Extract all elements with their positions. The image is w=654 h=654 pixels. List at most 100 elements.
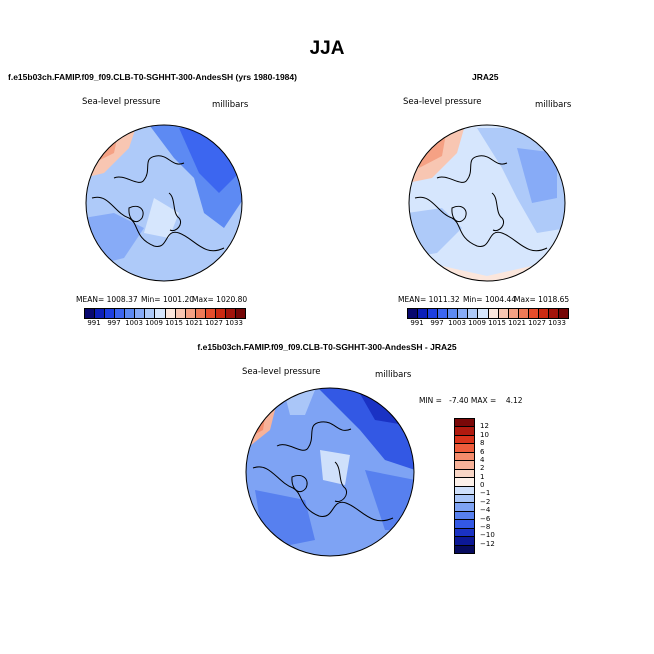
colorbar-swatch-6	[455, 469, 474, 479]
colorbar-swatch-11	[518, 309, 529, 318]
colorbar-tick-label: −2	[480, 497, 491, 506]
colorbar-tick-label: 997	[107, 319, 121, 327]
panel-2-colorbar	[407, 308, 569, 319]
colorbar-tick-label: 6	[480, 447, 485, 456]
colorbar-tick-label: 991	[410, 319, 424, 327]
panel-1-max: Max= 1020.80	[192, 295, 248, 304]
colorbar-swatch-10	[185, 309, 196, 318]
panel-1-colorbar	[84, 308, 246, 319]
colorbar-tick-label: −1	[480, 489, 491, 498]
panel-1-field-label: Sea-level pressure	[82, 97, 161, 107]
colorbar-swatch-7	[455, 478, 474, 487]
panel-1-mean: MEAN= 1008.37	[76, 295, 138, 304]
panel-1-min: Min= 1001.20	[141, 295, 194, 304]
colorbar-swatch-1	[95, 309, 106, 318]
map-1-neutral	[144, 198, 179, 238]
panel-2-field-label: Sea-level pressure	[403, 97, 482, 107]
panel-3-minmax: MIN = -7.40 MAX = 4.12	[419, 396, 523, 405]
colorbar-tick-label: 1021	[508, 319, 526, 327]
panel-2-title: JRA25	[472, 72, 499, 82]
colorbar-tick-label: 991	[87, 319, 101, 327]
panel-2-max: Max= 1018.65	[514, 295, 570, 304]
panel-1-map	[85, 124, 243, 282]
colorbar-swatch-4	[455, 452, 474, 462]
colorbar-swatch-6	[468, 309, 479, 318]
colorbar-swatch-0	[408, 309, 419, 318]
colorbar-tick-label: 1015	[165, 319, 183, 327]
colorbar-swatch-3	[438, 309, 449, 318]
panel-2-min: Min= 1004.44	[463, 295, 516, 304]
panel-1-units: millibars	[212, 100, 249, 110]
colorbar-tick-label: 1033	[225, 319, 243, 327]
panel-3-title: f.e15b03ch.FAMIP.f09_f09.CLB-T0-SGHHT-30…	[197, 342, 457, 352]
colorbar-tick-label: 4	[480, 455, 485, 464]
colorbar-swatch-3	[115, 309, 126, 318]
panel-2-mean: MEAN= 1011.32	[398, 295, 460, 304]
map-1-frame	[85, 124, 243, 282]
colorbar-swatch-11	[455, 511, 474, 521]
colorbar-swatch-7	[155, 309, 166, 318]
colorbar-swatch-5	[455, 461, 474, 470]
colorbar-swatch-8	[165, 309, 176, 318]
colorbar-tick-label: 2	[480, 464, 485, 473]
colorbar-tick-label: −10	[480, 531, 495, 540]
page-title: JJA	[309, 38, 345, 59]
colorbar-tick-label: 1033	[548, 319, 566, 327]
colorbar-swatch-9	[498, 309, 509, 318]
colorbar-swatch-14	[225, 309, 236, 318]
colorbar-swatch-5	[135, 309, 146, 318]
colorbar-swatch-9	[455, 494, 474, 504]
colorbar-tick-label: 1003	[448, 319, 466, 327]
colorbar-swatch-1	[455, 427, 474, 436]
panel-1-colorbar-ticks: 991 997 1003 1009 1015 1021 1027 1033	[84, 319, 244, 329]
colorbar-swatch-1	[418, 309, 429, 318]
colorbar-swatch-4	[125, 309, 136, 318]
colorbar-tick-label: −4	[480, 506, 491, 515]
colorbar-swatch-14	[548, 309, 559, 318]
colorbar-tick-label: 8	[480, 439, 485, 448]
map-2-frame	[408, 124, 566, 282]
colorbar-tick-label: 0	[480, 481, 485, 489]
colorbar-swatch-13	[215, 309, 226, 318]
colorbar-tick-label: 1021	[185, 319, 203, 327]
colorbar-tick-label: 1015	[488, 319, 506, 327]
colorbar-swatch-15	[235, 309, 245, 318]
colorbar-swatch-8	[455, 486, 474, 495]
map-3-frame	[245, 387, 415, 557]
colorbar-swatch-12	[455, 520, 474, 529]
map-2-low-core	[517, 148, 557, 203]
colorbar-tick-label: 997	[430, 319, 444, 327]
colorbar-swatch-6	[145, 309, 156, 318]
panel-3-map	[245, 387, 415, 557]
colorbar-swatch-12	[205, 309, 216, 318]
panel-3-colorbar	[454, 418, 475, 554]
colorbar-swatch-8	[488, 309, 499, 318]
colorbar-tick-label: 1	[480, 472, 485, 481]
panel-2-map	[408, 124, 566, 282]
panel-3-units: millibars	[375, 370, 412, 380]
map-1-coastlines	[91, 155, 225, 252]
panel-1-title: f.e15b03ch.FAMIP.f09_f09.CLB-T0-SGHHT-30…	[8, 72, 297, 82]
colorbar-swatch-13	[455, 528, 474, 538]
map-2-coastlines	[414, 155, 548, 252]
colorbar-swatch-2	[428, 309, 439, 318]
colorbar-swatch-14	[455, 537, 474, 546]
colorbar-tick-label: 12	[480, 422, 489, 431]
colorbar-tick-label: 1027	[205, 319, 223, 327]
colorbar-tick-label: 1003	[125, 319, 143, 327]
colorbar-swatch-4	[448, 309, 459, 318]
colorbar-swatch-0	[85, 309, 96, 318]
colorbar-swatch-5	[458, 309, 469, 318]
colorbar-swatch-10	[455, 503, 474, 512]
panel-2-colorbar-ticks: 991 997 1003 1009 1015 1021 1027 1033	[407, 319, 567, 329]
map-3-coastlines	[252, 421, 394, 522]
colorbar-swatch-2	[455, 435, 474, 445]
colorbar-swatch-15	[455, 545, 474, 553]
colorbar-swatch-9	[175, 309, 186, 318]
panel-3-colorbar-ticks: 12 10 8 6 4 2 1 0 −1 −2 −4 −6 −8 −10 −12	[480, 418, 510, 552]
colorbar-tick-label: 1027	[528, 319, 546, 327]
colorbar-swatch-2	[105, 309, 116, 318]
colorbar-tick-label: −8	[480, 522, 491, 531]
colorbar-tick-label: 1009	[468, 319, 486, 327]
colorbar-swatch-3	[455, 444, 474, 453]
